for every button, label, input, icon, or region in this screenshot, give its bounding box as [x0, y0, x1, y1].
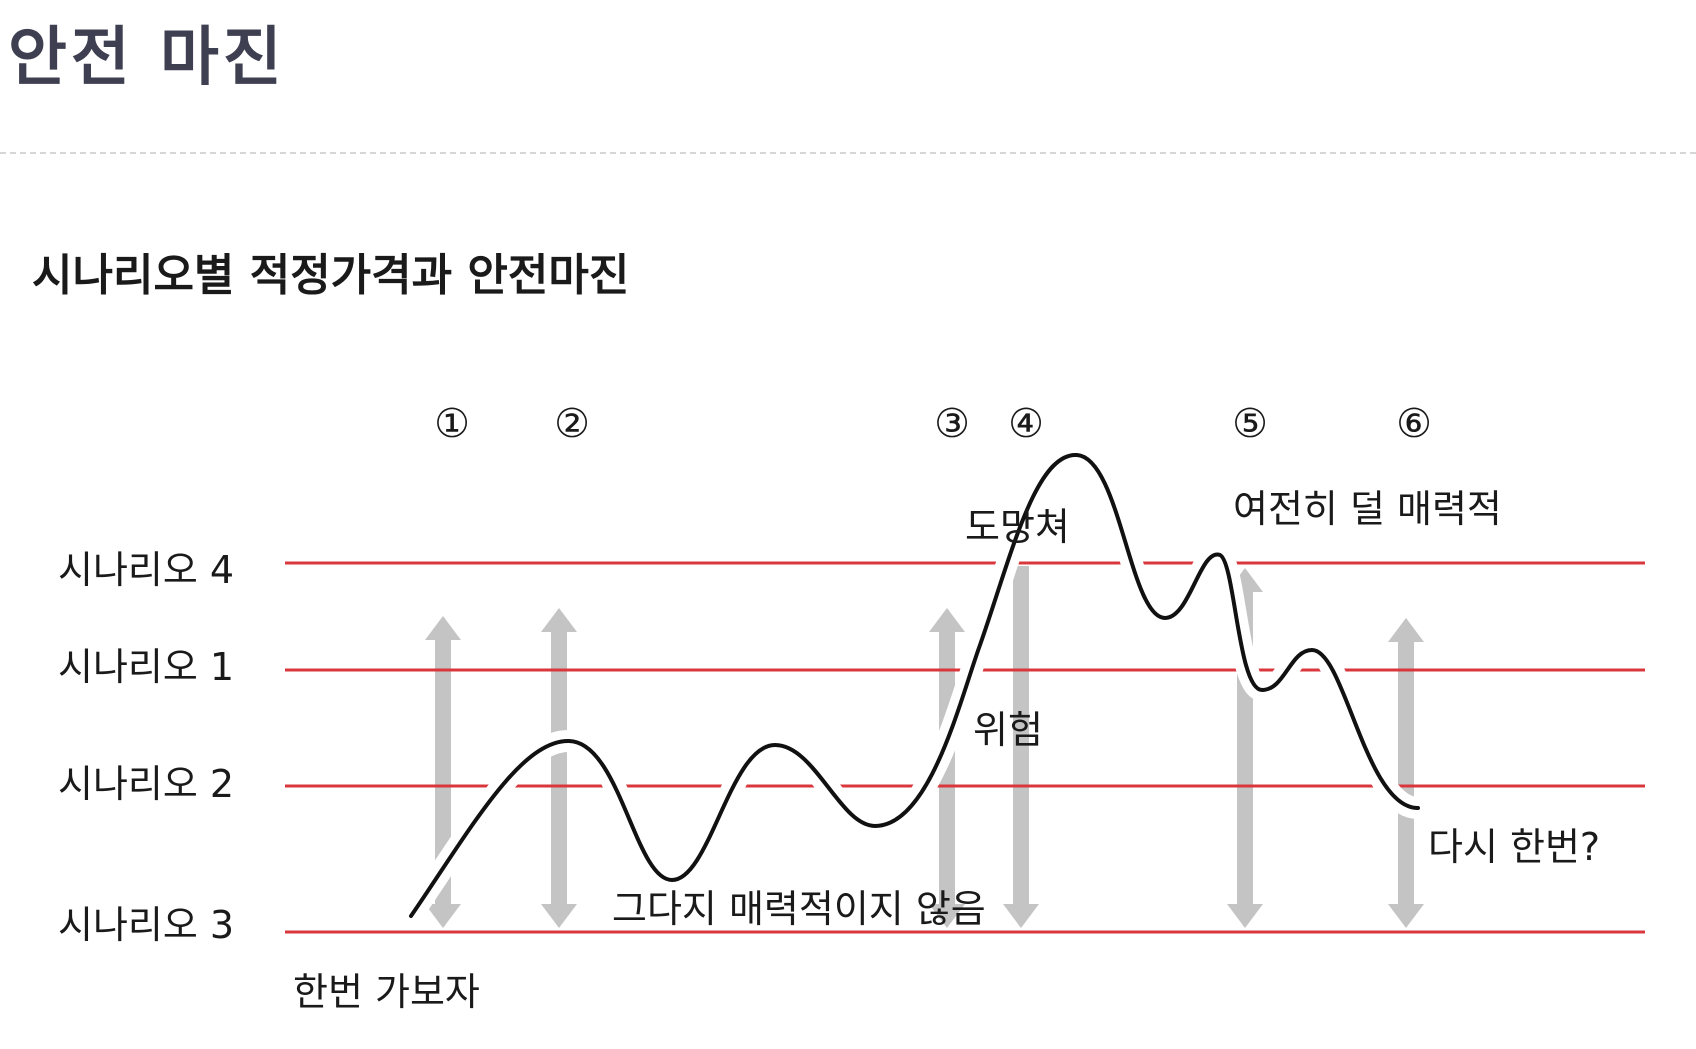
margin-arrow-4 [1003, 566, 1039, 928]
page-title: 안전 마진 [8, 21, 286, 95]
section-divider [0, 152, 1696, 154]
annotation-still-less-attractive: 여전히 덜 매력적 [1233, 487, 1502, 531]
annotation-not-attractive: 그다지 매력적이지 않음 [612, 887, 986, 931]
annotation-run-away: 도망쳐 [965, 505, 1070, 549]
marker-4: ④ [1008, 401, 1044, 447]
level-label-scenario-4: 시나리오 4 [58, 548, 234, 592]
margin-arrow-6 [1388, 618, 1424, 928]
marker-2: ② [554, 401, 590, 447]
diagram-title: 시나리오별 적정가격과 안전마진 [32, 250, 629, 301]
level-label-scenario-2: 시나리오 2 [58, 762, 234, 806]
level-label-scenario-1: 시나리오 1 [58, 645, 234, 689]
margin-arrow-1 [425, 616, 461, 928]
annotation-start: 한번 가보자 [293, 970, 480, 1014]
marker-1: ① [434, 401, 470, 447]
scenario-lines [285, 561, 1645, 934]
marker-3: ③ [934, 401, 970, 447]
annotation-danger: 위험 [973, 708, 1043, 752]
margin-arrow-2 [541, 608, 577, 928]
margin-arrows [425, 566, 1424, 928]
marker-5: ⑤ [1232, 401, 1268, 447]
annotation-once-again: 다시 한번? [1428, 825, 1600, 869]
marker-6: ⑥ [1396, 401, 1432, 447]
price-curve [409, 452, 1420, 918]
level-label-scenario-3: 시나리오 3 [58, 903, 234, 947]
